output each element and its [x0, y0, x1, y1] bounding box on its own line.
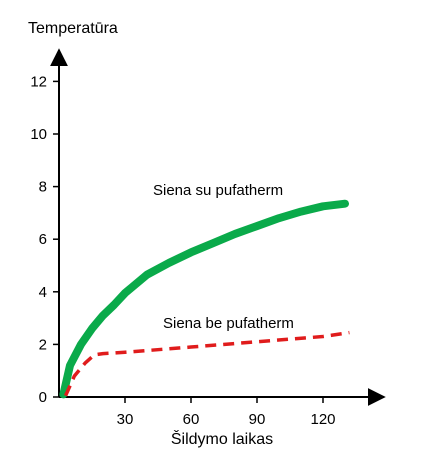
series-label-without-pufatherm: Siena be pufatherm: [163, 315, 294, 332]
axis-ticks: 0 2 4 6 8 10 12 30 60 90 120: [30, 73, 335, 428]
x-tick-label: 120: [310, 411, 335, 428]
y-tick-label: 6: [39, 231, 47, 248]
x-tick-label: 60: [183, 411, 200, 428]
y-tick-label: 8: [39, 179, 47, 196]
y-axis-title: Temperatūra: [28, 20, 118, 37]
x-axis-title: Šildymo laikas: [171, 429, 273, 448]
series-line-with-pufatherm: [59, 199, 349, 399]
y-tick-label: 2: [39, 336, 47, 353]
y-tick-label: 12: [30, 73, 47, 90]
y-tick-label: 10: [30, 126, 47, 143]
series-lines: [59, 199, 350, 399]
x-tick-label: 90: [249, 411, 266, 428]
y-tick-label: 0: [39, 389, 47, 406]
x-tick-label: 30: [117, 411, 134, 428]
series-line-without-pufatherm: [64, 330, 350, 397]
series-label-with-pufatherm: Siena su pufatherm: [153, 182, 283, 199]
y-tick-label: 4: [39, 284, 47, 301]
